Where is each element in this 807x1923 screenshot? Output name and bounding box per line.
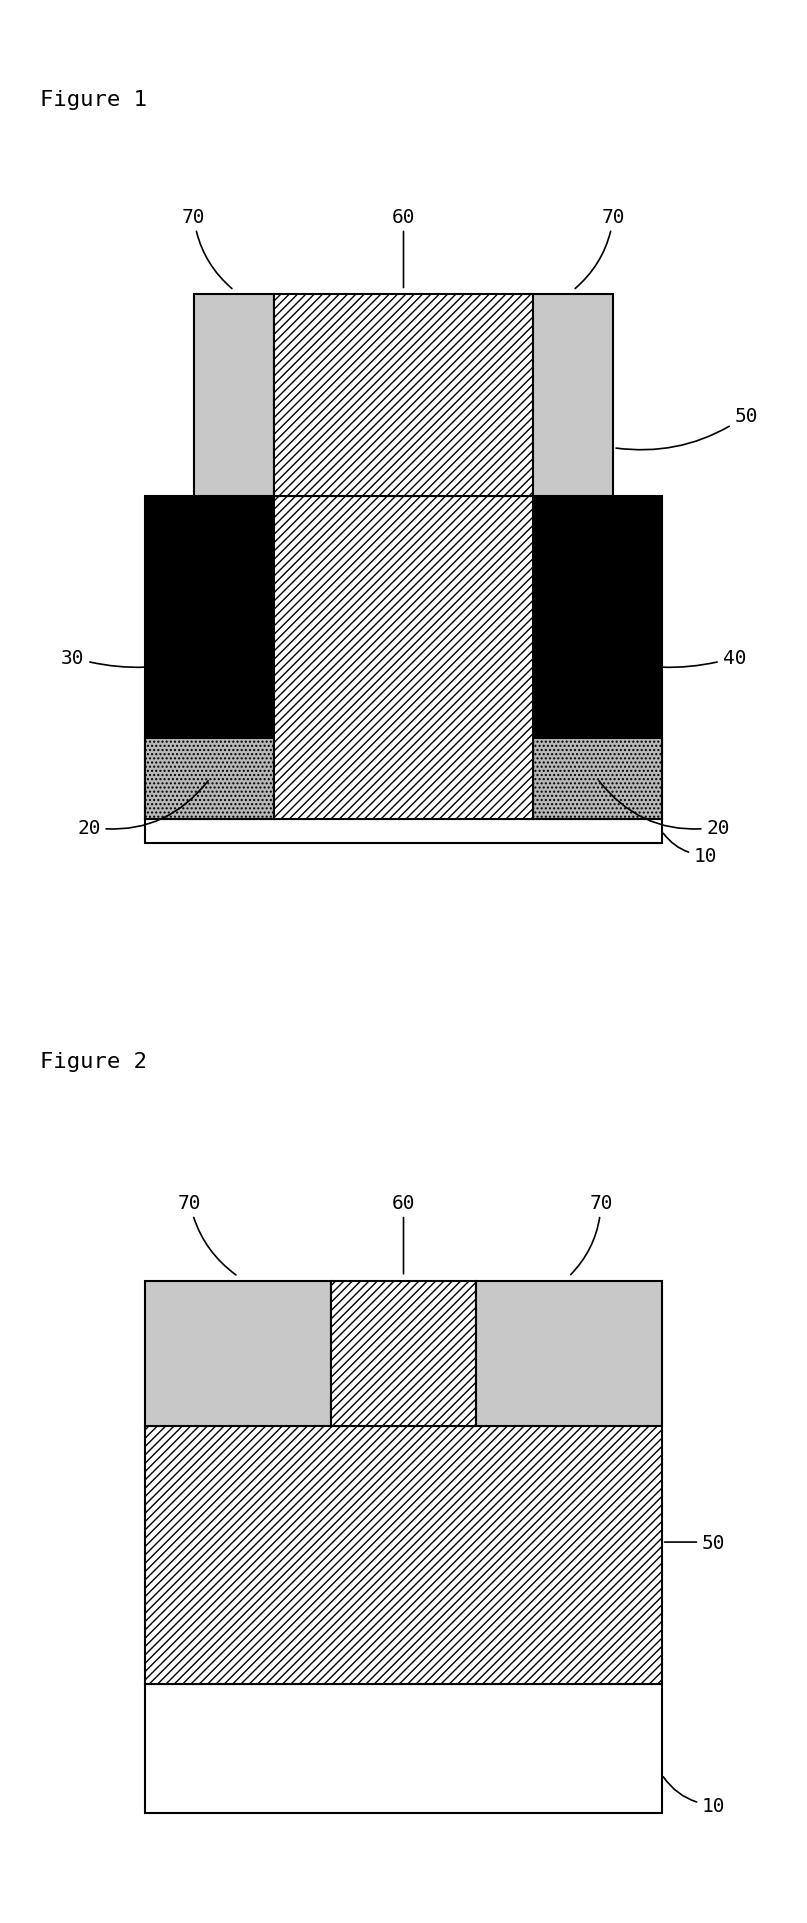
Text: 60: 60: [391, 208, 416, 288]
Text: 60: 60: [391, 1194, 416, 1275]
Bar: [194, 296, 274, 496]
Bar: [476, 1281, 662, 1427]
Bar: [331, 1281, 476, 1427]
Text: Figure 2: Figure 2: [40, 1052, 148, 1071]
Text: 30: 30: [61, 648, 201, 667]
Text: 70: 70: [182, 208, 232, 288]
Text: 70: 70: [178, 1194, 236, 1275]
Bar: [274, 496, 533, 819]
Text: 70: 70: [575, 208, 625, 288]
Bar: [145, 1281, 331, 1427]
Bar: [533, 738, 662, 819]
Text: 10: 10: [663, 1777, 725, 1815]
Text: 70: 70: [571, 1194, 613, 1275]
Text: 20: 20: [77, 781, 208, 837]
Bar: [145, 819, 662, 844]
Text: 20: 20: [599, 781, 730, 837]
Bar: [145, 496, 662, 819]
Bar: [533, 296, 613, 496]
Bar: [274, 296, 533, 496]
Text: Figure 1: Figure 1: [40, 90, 148, 110]
Text: 10: 10: [663, 835, 717, 865]
Bar: [145, 1427, 662, 1685]
Bar: [145, 1685, 662, 1813]
Text: 50: 50: [664, 1533, 725, 1552]
Bar: [145, 738, 274, 819]
Text: 50: 50: [616, 408, 758, 450]
Text: 40: 40: [606, 648, 746, 667]
